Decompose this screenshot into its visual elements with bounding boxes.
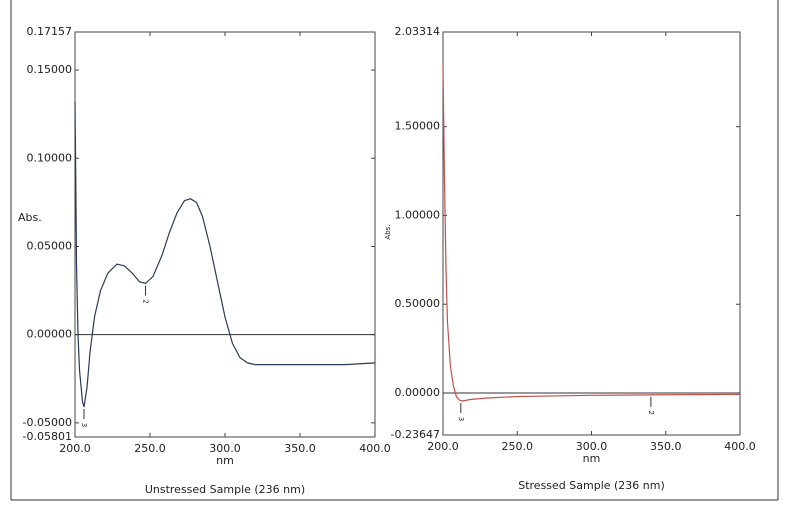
y-tick-label: -0.05801 <box>23 430 72 443</box>
y-tick-label: 0.17157 <box>27 25 73 38</box>
y-tick-label: -0.23647 <box>391 428 440 441</box>
y-axis-label: Abs. <box>384 224 392 239</box>
peak-label: 3 <box>80 423 88 427</box>
y-tick-label: 0.05000 <box>27 239 73 252</box>
peak-label: 3 <box>457 417 465 421</box>
x-axis-label: nm <box>583 452 601 465</box>
y-tick-label: 0.00000 <box>395 386 441 399</box>
x-tick-label: 200.0 <box>59 442 91 455</box>
y-tick-label: 0.00000 <box>27 328 73 341</box>
y-tick-label: 0.10000 <box>27 151 73 164</box>
spectrum-line <box>442 66 741 402</box>
chart-caption: Unstressed Sample (236 nm) <box>145 483 305 496</box>
spectrum-line <box>74 101 376 408</box>
peak-label: 2 <box>647 411 655 415</box>
y-tick-label: 1.50000 <box>395 120 441 133</box>
y-tick-label: 1.00000 <box>395 208 441 221</box>
x-tick-label: 250.0 <box>502 440 534 453</box>
chart-caption: Stressed Sample (236 nm) <box>518 479 665 492</box>
y-tick-label: 0.50000 <box>395 297 441 310</box>
x-axis-label: nm <box>216 454 234 467</box>
x-tick-label: 350.0 <box>284 442 316 455</box>
x-tick-label: 300.0 <box>209 442 241 455</box>
x-tick-label: 400.0 <box>724 440 756 453</box>
y-axis-label: Abs. <box>18 211 42 224</box>
x-tick-label: 350.0 <box>650 440 682 453</box>
x-tick-label: 250.0 <box>134 442 166 455</box>
peak-label: 2 <box>142 299 150 303</box>
x-tick-label: 300.0 <box>576 440 608 453</box>
x-tick-label: 400.0 <box>359 442 391 455</box>
plot-frame <box>442 31 741 436</box>
y-tick-label: 2.03314 <box>395 25 441 38</box>
y-tick-label: 0.15000 <box>27 63 73 76</box>
plot-frame <box>74 31 376 438</box>
x-tick-label: 200.0 <box>427 440 459 453</box>
y-tick-label: -0.05000 <box>23 416 72 429</box>
